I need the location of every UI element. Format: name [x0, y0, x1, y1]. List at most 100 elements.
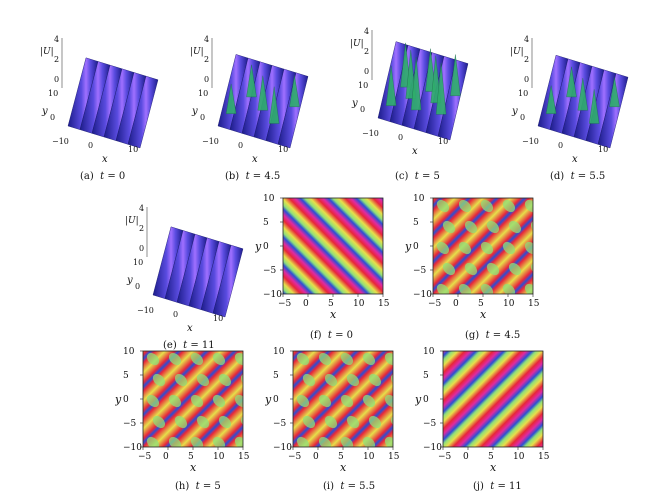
u-tick-label: 4 [54, 35, 59, 44]
density-field [293, 351, 393, 447]
density-blob [296, 352, 310, 366]
y-tick-label: 10 [423, 347, 435, 357]
u-tick-label: 2 [524, 55, 529, 64]
x-tick-label: 10 [513, 452, 525, 462]
surface-peak [246, 64, 257, 98]
x-tick-label: 10 [363, 452, 375, 462]
x-tick-label: 10 [278, 145, 288, 154]
y-axis-label: y [351, 98, 358, 109]
x-tick-label: 10 [128, 145, 138, 154]
caption-value: = 11 [190, 340, 215, 351]
density-blob [190, 352, 204, 366]
y-tick-label: −5 [263, 266, 277, 276]
density-blob [436, 283, 450, 294]
x-tick-label: 5 [328, 299, 334, 309]
caption-letter: (c) [395, 171, 409, 182]
surface-peak [566, 66, 577, 98]
y-tick-label: −10 [522, 137, 539, 146]
density-blob [442, 262, 456, 276]
density-blob [146, 394, 160, 408]
y-axis-label: y [415, 393, 422, 406]
density-blob [168, 394, 182, 408]
y-tick-label: 0 [520, 113, 525, 122]
x-tick-label: 0 [163, 452, 169, 462]
y-tick-label: −5 [123, 419, 137, 429]
y-tick-label: 5 [423, 371, 429, 381]
x-tick-label: 0 [238, 141, 243, 150]
y-tick-label: 0 [273, 395, 279, 405]
caption-value: = 5.5 [577, 171, 606, 182]
density-blob [524, 199, 533, 213]
density-blob [146, 352, 160, 366]
y-tick-label: −10 [263, 290, 282, 300]
density-blob [218, 373, 232, 387]
u-axis-label: |U| [510, 47, 524, 57]
caption-letter: (b) [225, 171, 240, 182]
y-axis-label: y [191, 106, 198, 117]
y-tick-label: −10 [123, 443, 142, 453]
density-blob [234, 394, 243, 408]
caption-letter: (g) [465, 330, 480, 341]
density-blob [212, 394, 226, 408]
panel-j-density: −5 0 5 10 15 10 5 0 −5 −10 x y [414, 345, 555, 477]
panel-b-caption: (b) t = 4.5 [225, 171, 280, 182]
panel-d-caption: (d) t = 5.5 [550, 171, 605, 182]
density-blob [524, 241, 533, 255]
y-tick-label: −5 [413, 266, 427, 276]
density-blob [234, 352, 243, 366]
y-tick-label: 0 [423, 395, 429, 405]
u-tick-label: 0 [54, 75, 59, 84]
panel-d-surface: 4 2 0 |U| y 10 0 −10 x 0 10 [510, 26, 630, 166]
surface-stripe [597, 73, 629, 149]
surface-peak [257, 75, 269, 111]
x-tick-label: 10 [503, 299, 515, 309]
density-blob [436, 241, 450, 255]
caption-value: = 5.5 [347, 481, 376, 492]
u-tick-label: 2 [364, 47, 369, 56]
panel-i-density: −5 0 5 10 15 10 5 0 −5 −10 x y [264, 345, 405, 477]
x-tick-label: 5 [488, 452, 494, 462]
density-blob [384, 394, 393, 408]
y-tick-label: 10 [263, 194, 275, 204]
y-tick-label: −10 [137, 306, 154, 315]
y-axis-label: y [41, 106, 48, 117]
caption-variable: t [183, 340, 188, 351]
x-axis-label: x [190, 461, 197, 474]
u-tick-label: 0 [139, 244, 144, 253]
u-axis-label: |U| [350, 39, 364, 49]
x-tick-label: 0 [398, 133, 403, 142]
density-blob [368, 415, 382, 429]
y-axis-label: y [405, 240, 412, 253]
density-blob [524, 283, 533, 294]
density-blob [174, 373, 188, 387]
y-tick-label: 0 [200, 113, 205, 122]
density-blob [436, 199, 450, 213]
x-tick-label: 15 [378, 299, 390, 309]
caption-variable: t [490, 481, 495, 492]
panel-e-surface: 4 2 0 |U| y 10 0 −10 x 0 10 [125, 195, 245, 335]
surface-peak [609, 77, 620, 108]
u-tick-label: 2 [139, 224, 144, 233]
x-tick-label: 15 [538, 452, 550, 462]
u-tick-label: 0 [364, 67, 369, 76]
surface-peak [545, 85, 557, 114]
y-tick-label: 10 [518, 89, 528, 98]
density-background [443, 351, 543, 447]
y-tick-label: 10 [273, 347, 285, 357]
x-tick-label: 5 [188, 452, 194, 462]
y-tick-label: 10 [123, 347, 135, 357]
density-blob [196, 415, 210, 429]
y-tick-label: 10 [413, 194, 425, 204]
density-blob [480, 199, 494, 213]
density-blob [384, 352, 393, 366]
x-tick-label: 0 [303, 299, 309, 309]
u-tick-label: 4 [204, 35, 209, 44]
density-blob [442, 220, 456, 234]
y-axis-label: y [115, 393, 122, 406]
surface-peak [268, 86, 280, 124]
x-axis-label: x [102, 154, 108, 165]
density-blob [318, 436, 332, 447]
